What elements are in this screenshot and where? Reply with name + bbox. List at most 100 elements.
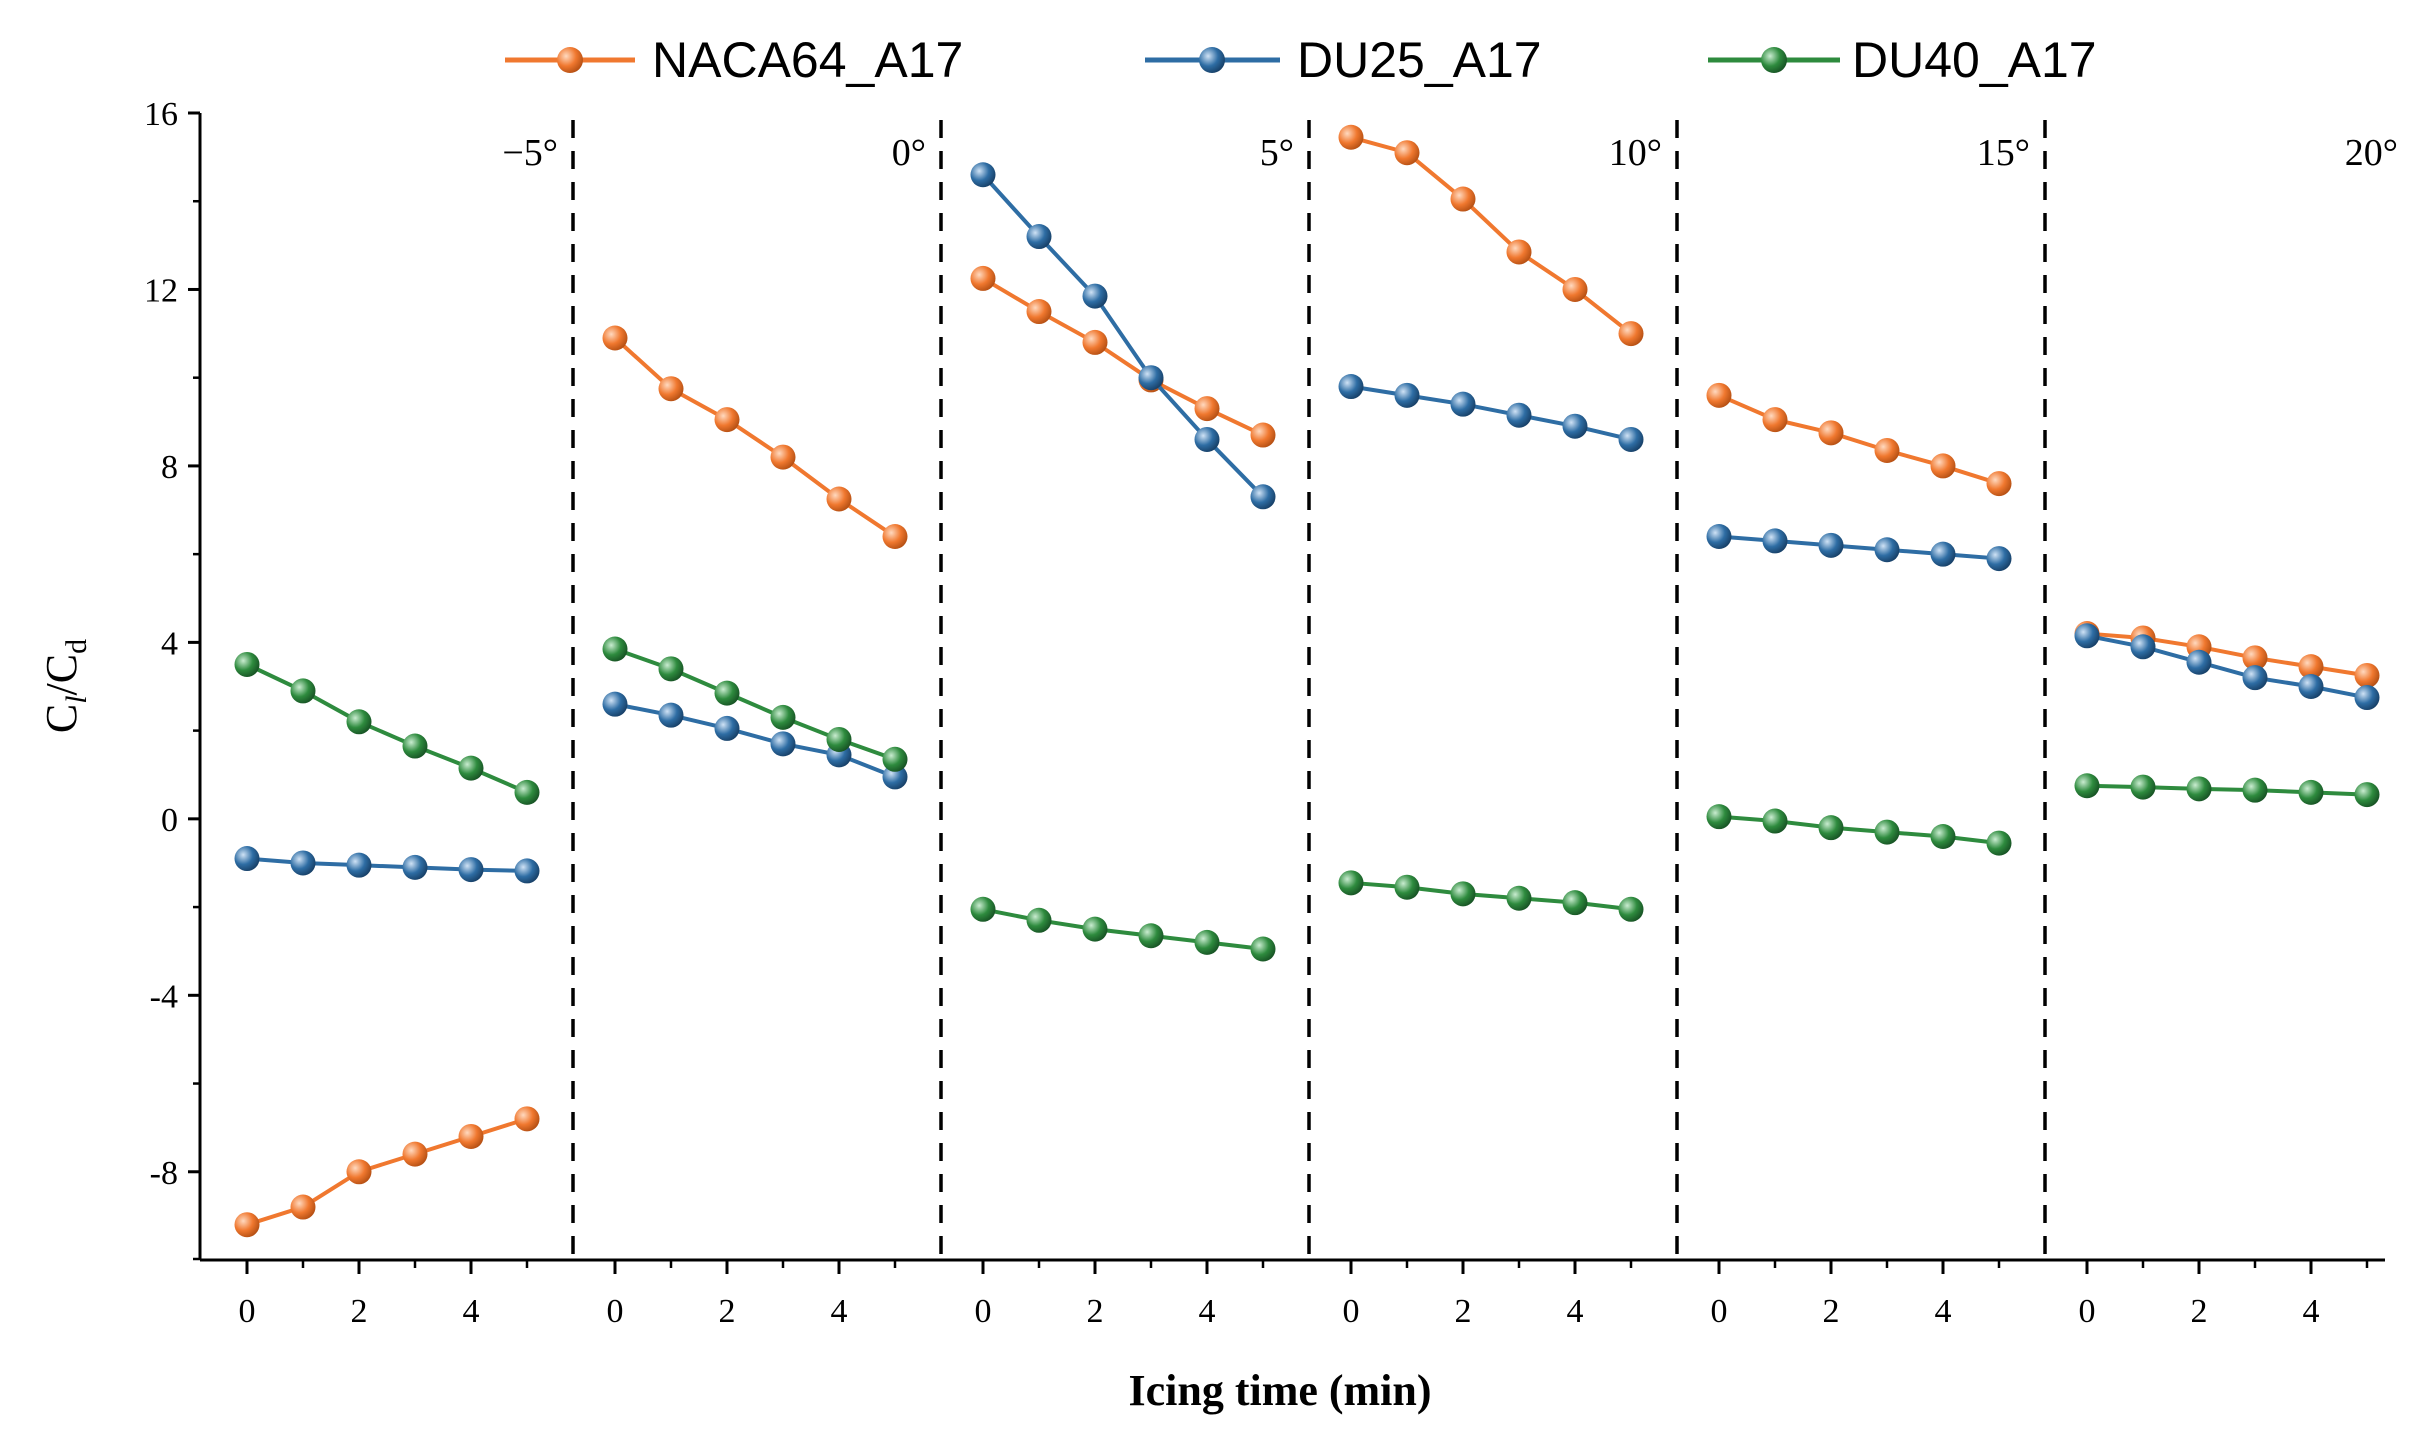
data-point <box>402 733 428 759</box>
data-point <box>458 1123 484 1149</box>
data-point <box>1506 402 1532 428</box>
data-point <box>770 731 796 757</box>
data-point <box>2242 777 2268 803</box>
data-point <box>1250 936 1276 962</box>
data-point <box>1762 808 1788 834</box>
data-point <box>290 678 316 704</box>
data-point <box>1506 885 1532 911</box>
legend-label: DU40_A17 <box>1852 32 2097 88</box>
data-point <box>346 1159 372 1185</box>
data-point <box>970 162 996 188</box>
data-point <box>1930 541 1956 567</box>
y-title-main: C <box>37 704 86 733</box>
data-point <box>1450 186 1476 212</box>
x-ticks: 0 2 4 0 2 4 0 2 4 0 2 4 0 2 4 0 2 4 <box>239 1260 2369 1330</box>
data-point <box>234 651 260 677</box>
data-point <box>1930 453 1956 479</box>
data-point <box>882 764 908 790</box>
data-point <box>1194 929 1220 955</box>
series-line <box>1350 880 1632 912</box>
data-point <box>1818 420 1844 446</box>
x-tick-label: 4 <box>1199 1293 1216 1330</box>
data-point <box>1338 374 1364 400</box>
x-tick-label: 2 <box>1455 1293 1472 1330</box>
x-tick-label: 0 <box>975 1293 992 1330</box>
angle-label: 0° <box>892 132 926 174</box>
series-line <box>982 907 1264 951</box>
legend-marker <box>557 47 583 73</box>
data-point <box>1338 124 1364 150</box>
x-tick-label: 0 <box>2079 1293 2096 1330</box>
x-tick-label: 2 <box>2191 1293 2208 1330</box>
y-title-sub1: l <box>60 695 93 703</box>
data-point <box>1194 426 1220 452</box>
data-point <box>2186 776 2212 802</box>
data-point <box>2298 674 2324 699</box>
data-point <box>1250 484 1276 510</box>
data-point <box>2354 782 2380 808</box>
data-point <box>1026 299 1052 325</box>
series-line <box>2086 783 2368 797</box>
data-point <box>1986 471 2012 497</box>
series-line <box>246 856 528 873</box>
data-point <box>458 857 484 883</box>
data-point <box>770 444 796 470</box>
x-tick-label: 2 <box>1823 1293 1840 1330</box>
data-point <box>714 680 740 706</box>
x-tick-label: 4 <box>1567 1293 1584 1330</box>
series-line <box>981 173 1265 499</box>
x-tick-label: 2 <box>351 1293 368 1330</box>
y-tick-label: 8 <box>161 449 178 486</box>
data-point <box>2074 623 2100 649</box>
data-point <box>2186 649 2212 675</box>
y-title-sub2: d <box>60 639 93 654</box>
y-axis-title: Cl/Cd <box>37 639 93 733</box>
data-point <box>1986 830 2012 856</box>
angle-label: −5° <box>502 132 558 174</box>
data-point <box>514 858 540 884</box>
data-point <box>1706 524 1732 550</box>
data-point <box>1026 907 1052 933</box>
data-point <box>826 486 852 512</box>
angle-label: 20° <box>2345 132 2398 174</box>
data-point <box>2074 773 2100 799</box>
series-line <box>1718 534 2000 561</box>
y-tick-label: -8 <box>150 1155 178 1192</box>
legend-entry-du40: DU40_A17 <box>1708 32 2097 88</box>
legend-label: DU25_A17 <box>1297 32 1542 88</box>
data-point <box>402 854 428 880</box>
panel <box>602 325 908 790</box>
data-point <box>1930 823 1956 849</box>
data-point <box>770 704 796 730</box>
data-point <box>2242 665 2268 691</box>
data-point <box>402 1141 428 1167</box>
data-point <box>1250 422 1276 448</box>
panel <box>2074 621 2380 808</box>
x-tick-label: 0 <box>239 1293 256 1330</box>
data-point <box>1562 890 1588 916</box>
data-point <box>346 709 372 735</box>
data-point <box>1618 896 1644 922</box>
x-tick-label: 4 <box>463 1293 480 1330</box>
data-point <box>658 376 684 402</box>
panel <box>1338 124 1644 922</box>
data-point <box>1874 819 1900 845</box>
data-point <box>1818 532 1844 558</box>
data-point <box>1394 382 1420 408</box>
data-point <box>514 1106 540 1132</box>
data-point <box>1450 391 1476 417</box>
x-tick-label: 0 <box>607 1293 624 1330</box>
x-tick-label: 4 <box>1935 1293 1952 1330</box>
axes <box>198 113 2385 1262</box>
data-point <box>1618 321 1644 347</box>
legend-marker <box>1761 47 1787 73</box>
data-point <box>2130 774 2156 800</box>
data-point <box>1562 276 1588 302</box>
data-point <box>290 1194 316 1220</box>
data-point <box>1082 283 1108 309</box>
x-tick-label: 0 <box>1343 1293 1360 1330</box>
data-point <box>1138 923 1164 949</box>
data-point <box>882 746 908 772</box>
data-point <box>1706 382 1732 408</box>
legend-entry-naca64: NACA64_A17 <box>505 32 963 88</box>
